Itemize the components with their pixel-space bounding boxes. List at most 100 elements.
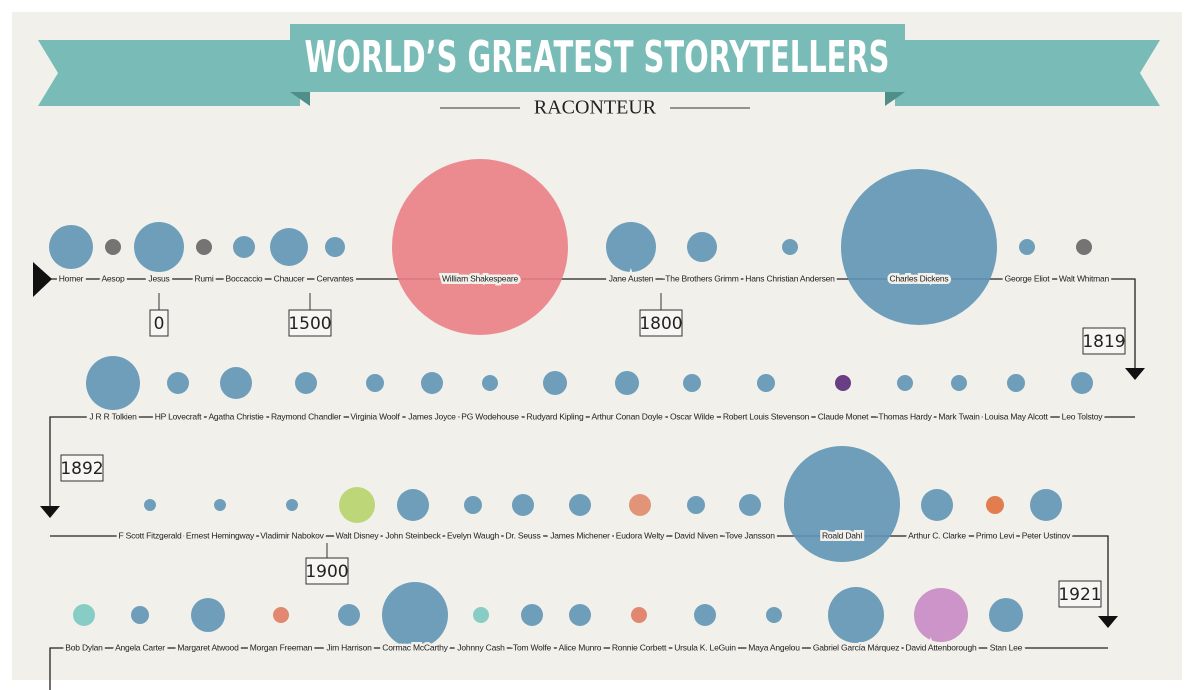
name: Arthur C. Clarke bbox=[908, 530, 966, 540]
arrow bbox=[1125, 368, 1145, 380]
name: Ernest Hemingway bbox=[186, 530, 255, 540]
marker-box bbox=[1058, 580, 1102, 608]
name: Gabriel García Márquez bbox=[813, 642, 899, 652]
name: Johnny Cash bbox=[457, 642, 505, 652]
name: Walt Whitman bbox=[1059, 273, 1110, 283]
portrait bbox=[784, 446, 900, 562]
name: Maya Angelou bbox=[748, 642, 800, 652]
portrait bbox=[286, 499, 298, 511]
portrait bbox=[543, 371, 567, 395]
ribbon-fold bbox=[290, 92, 310, 106]
name: Ronnie Corbett bbox=[612, 642, 667, 652]
name: Arthur Conan Doyle bbox=[591, 411, 663, 421]
name: Raymond Chandler bbox=[271, 411, 341, 421]
portrait bbox=[49, 225, 93, 269]
name: Evelyn Waugh bbox=[447, 530, 500, 540]
year-marker: 1900 bbox=[305, 562, 348, 582]
name: Walt Disney bbox=[336, 530, 380, 540]
portrait bbox=[105, 239, 121, 255]
name: Ursula K. LeGuin bbox=[674, 642, 736, 652]
year-marker: 1800 bbox=[639, 314, 682, 334]
name: Claude Monet bbox=[818, 411, 869, 421]
portrait bbox=[766, 607, 782, 623]
name: George Eliot bbox=[1005, 273, 1051, 283]
portrait bbox=[134, 222, 184, 272]
portrait bbox=[921, 489, 953, 521]
name: Homer bbox=[59, 273, 84, 283]
portrait bbox=[828, 587, 884, 643]
portrait bbox=[1076, 239, 1092, 255]
portrait bbox=[1019, 239, 1035, 255]
name: The Brothers Grimm bbox=[665, 273, 739, 283]
portrait bbox=[366, 374, 384, 392]
portrait bbox=[739, 494, 761, 516]
banner bbox=[290, 24, 905, 92]
name: Chaucer bbox=[274, 273, 305, 283]
portrait bbox=[694, 604, 716, 626]
name: Morgan Freeman bbox=[250, 642, 313, 652]
portrait bbox=[951, 375, 967, 391]
portrait bbox=[421, 372, 443, 394]
name: James Joyce bbox=[408, 411, 456, 421]
portrait bbox=[782, 239, 798, 255]
name: HP Lovecraft bbox=[155, 411, 202, 421]
name: James Michener bbox=[550, 530, 610, 540]
portrait bbox=[191, 598, 225, 632]
name: Jim Harrison bbox=[326, 642, 372, 652]
name: Bob Dylan bbox=[65, 642, 103, 652]
name: Eudora Welty bbox=[616, 530, 665, 540]
arrow bbox=[40, 506, 60, 518]
portrait bbox=[687, 496, 705, 514]
name: Boccaccio bbox=[226, 273, 263, 283]
marker-box bbox=[1082, 327, 1126, 355]
portrait bbox=[835, 375, 851, 391]
portrait bbox=[167, 372, 189, 394]
name: Aesop bbox=[101, 273, 125, 283]
name: Thomas Hardy bbox=[878, 411, 932, 421]
name: Angela Carter bbox=[115, 642, 165, 652]
name: Tom Wolfe bbox=[513, 642, 552, 652]
portrait bbox=[687, 232, 717, 262]
name: Charles Dickens bbox=[890, 273, 949, 283]
portrait bbox=[1030, 489, 1062, 521]
portrait bbox=[521, 604, 543, 626]
portrait bbox=[569, 494, 591, 516]
name: David Attenborough bbox=[905, 642, 977, 652]
name: Jane Austen bbox=[609, 273, 654, 283]
start-arrow bbox=[33, 262, 52, 297]
name: Louisa May Alcott bbox=[984, 411, 1048, 421]
name: Rumi bbox=[194, 273, 213, 283]
year-marker: 1892 bbox=[60, 459, 103, 479]
portrait bbox=[615, 371, 639, 395]
portrait bbox=[464, 496, 482, 514]
portrait bbox=[86, 356, 140, 410]
portrait bbox=[914, 588, 968, 642]
portrait bbox=[270, 228, 308, 266]
brand: RACONTEUR bbox=[534, 97, 657, 119]
marker-box bbox=[60, 454, 104, 482]
portrait bbox=[397, 489, 429, 521]
arrow bbox=[1098, 616, 1118, 628]
marker-box bbox=[288, 309, 332, 337]
year-marker: 1921 bbox=[1058, 585, 1101, 605]
name: F Scott Fitzgerald bbox=[118, 530, 181, 540]
portrait bbox=[1071, 372, 1093, 394]
portrait bbox=[220, 367, 252, 399]
portrait bbox=[131, 606, 149, 624]
name: Hans Christian Andersen bbox=[745, 273, 835, 283]
name: Rudyard Kipling bbox=[526, 411, 583, 421]
portrait bbox=[757, 374, 775, 392]
year-marker: 0 bbox=[154, 314, 165, 334]
name: Leo Tolstoy bbox=[1062, 411, 1104, 421]
name: Jesus bbox=[148, 273, 169, 283]
year-marker: 1819 bbox=[1082, 332, 1125, 352]
name: Primo Levi bbox=[976, 530, 1014, 540]
name: Cervantes bbox=[317, 273, 354, 283]
portrait bbox=[512, 494, 534, 516]
marker-box bbox=[305, 557, 349, 585]
portrait bbox=[339, 487, 375, 523]
portrait bbox=[989, 598, 1023, 632]
portrait bbox=[338, 604, 360, 626]
year-marker: 1500 bbox=[288, 314, 331, 334]
